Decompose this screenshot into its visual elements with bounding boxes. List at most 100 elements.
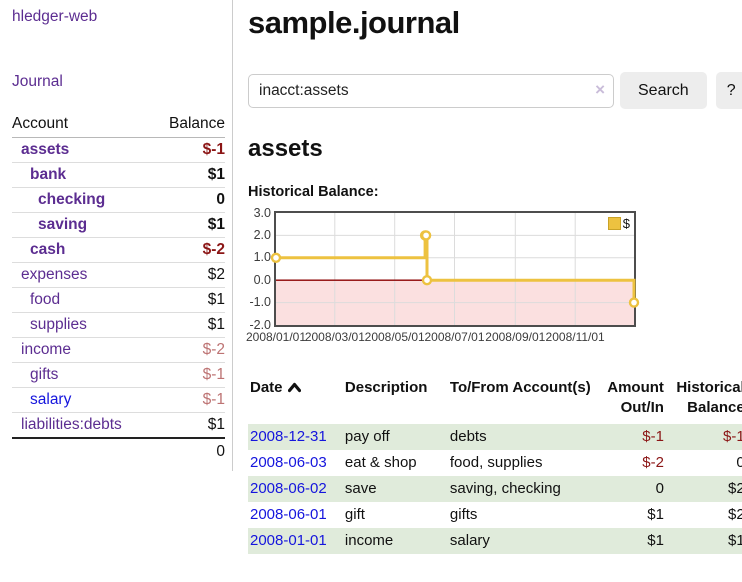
accounts-table: Account Balance assets $-1 bank $1 checking 0… bbox=[12, 113, 225, 465]
account-balance: $-1 bbox=[153, 137, 225, 163]
total-spacer bbox=[12, 437, 154, 465]
account-link-expenses[interactable]: expenses bbox=[21, 266, 88, 283]
transaction-date-link[interactable]: 2008-06-03 bbox=[250, 454, 327, 471]
account-link-bank[interactable]: bank bbox=[30, 166, 67, 183]
register-amount: 0 bbox=[655, 480, 664, 497]
register-amount: $-1 bbox=[642, 428, 664, 445]
page-title: sample.journal bbox=[248, 5, 460, 40]
account-balance: $-2 bbox=[153, 337, 225, 363]
clear-search-icon[interactable]: × bbox=[595, 79, 605, 99]
chart-canvas bbox=[270, 213, 640, 325]
account-row: checking 0 bbox=[12, 187, 225, 213]
legend-swatch-icon bbox=[607, 217, 621, 230]
x-tick-label: 2008/09/01 bbox=[485, 330, 546, 344]
search-box: × bbox=[248, 73, 614, 108]
account-balance: 0 bbox=[153, 187, 225, 213]
app-window: hledger-web Journal Account Balance asse… bbox=[0, 0, 742, 554]
sort-asc-icon bbox=[287, 379, 301, 399]
register-accounts: salary bbox=[449, 532, 490, 549]
sidebar: hledger-web Journal Account Balance asse… bbox=[0, 0, 233, 471]
register-balance: $2 bbox=[728, 480, 742, 497]
account-balance: $1 bbox=[153, 162, 225, 188]
account-row: liabilities:debts $1 bbox=[12, 413, 225, 439]
account-balance: $1 bbox=[153, 212, 225, 238]
accounts-header-balance: Balance bbox=[153, 113, 225, 138]
account-link-saving[interactable]: saving bbox=[38, 216, 88, 233]
account-balance: $2 bbox=[153, 262, 225, 288]
x-tick-label: 2008/07/01 bbox=[424, 330, 485, 344]
account-balance: $-1 bbox=[153, 362, 225, 388]
account-link-assets[interactable]: assets bbox=[21, 141, 70, 158]
register-accounts: saving, checking bbox=[449, 480, 561, 497]
account-link-liabilities-debts[interactable]: liabilities:debts bbox=[21, 416, 122, 433]
y-tick-label: 3.0 bbox=[253, 205, 271, 220]
register-accounts: debts bbox=[449, 428, 487, 445]
account-link-income[interactable]: income bbox=[21, 341, 71, 358]
transaction-date-link[interactable]: 2008-06-01 bbox=[250, 506, 327, 523]
register-row: 2008-06-01 gift gifts $1 $2 bbox=[248, 502, 742, 528]
account-row: saving $1 bbox=[12, 212, 225, 238]
account-row: bank $1 bbox=[12, 162, 225, 188]
sidebar-item-journal[interactable]: Journal bbox=[12, 73, 63, 90]
account-link-cash[interactable]: cash bbox=[30, 241, 66, 258]
account-row: food $1 bbox=[12, 287, 225, 313]
chart-title: Historical Balance: bbox=[248, 184, 379, 200]
register-header-balance: Historical Balance bbox=[676, 379, 742, 416]
register-balance: $2 bbox=[728, 506, 742, 523]
accounts-header-account: Account bbox=[12, 113, 154, 138]
register-header-amount: Amount Out/In bbox=[607, 379, 664, 416]
brand-link[interactable]: hledger-web bbox=[12, 8, 98, 25]
search-input[interactable] bbox=[248, 73, 614, 108]
register-row: 2008-06-03 eat & shop food, supplies $-2 0 bbox=[248, 450, 742, 476]
register-description: income bbox=[344, 532, 394, 549]
register-row: 2008-06-02 save saving, checking 0 $2 bbox=[248, 476, 742, 502]
account-link-checking[interactable]: checking bbox=[38, 191, 106, 208]
accounts-total-value: 0 bbox=[153, 437, 225, 465]
register-header-date[interactable]: Date bbox=[248, 376, 345, 424]
register-amount: $-2 bbox=[642, 454, 664, 471]
register-description: save bbox=[344, 480, 377, 497]
search-button[interactable]: Search bbox=[620, 72, 707, 109]
register-description: eat & shop bbox=[344, 454, 417, 471]
register-header-accounts: To/From Account(s) bbox=[449, 379, 591, 396]
account-link-food[interactable]: food bbox=[30, 291, 61, 308]
chart-legend: $ bbox=[607, 216, 630, 231]
account-link-salary[interactable]: salary bbox=[30, 391, 72, 408]
account-row: expenses $2 bbox=[12, 262, 225, 288]
account-balance: $1 bbox=[207, 416, 225, 433]
account-row: salary $-1 bbox=[12, 387, 225, 413]
account-balance: $-1 bbox=[153, 387, 225, 413]
chart-plot-area: $ bbox=[270, 211, 640, 327]
account-row: gifts $-1 bbox=[12, 362, 225, 388]
account-balance: $1 bbox=[153, 287, 225, 313]
account-link-supplies[interactable]: supplies bbox=[30, 316, 87, 333]
y-tick-label: 0.0 bbox=[253, 272, 271, 287]
account-row: supplies $1 bbox=[12, 312, 225, 338]
register-accounts: food, supplies bbox=[449, 454, 543, 471]
register-table: Date Description To/From Account(s) Amou… bbox=[248, 376, 742, 554]
legend-label: $ bbox=[622, 216, 630, 231]
account-row: income $-2 bbox=[12, 337, 225, 363]
account-row: cash $-2 bbox=[12, 237, 225, 263]
register-header-description: Description bbox=[344, 379, 428, 396]
accounts-total-row: 0 bbox=[12, 437, 225, 465]
account-row: assets $-1 bbox=[12, 137, 225, 163]
register-balance: $-1 bbox=[723, 428, 742, 445]
transaction-date-link[interactable]: 2008-01-01 bbox=[250, 532, 327, 549]
x-tick-label: 2008/05/01 bbox=[364, 330, 425, 344]
search-form: × Search ? bbox=[248, 72, 742, 109]
y-tick-label: -1.0 bbox=[249, 295, 271, 310]
register-accounts: gifts bbox=[449, 506, 478, 523]
register-amount: $1 bbox=[647, 532, 664, 549]
help-button[interactable]: ? bbox=[715, 72, 742, 109]
x-tick-label: 2008/01/01 bbox=[245, 330, 307, 344]
account-link-gifts[interactable]: gifts bbox=[30, 366, 59, 383]
register-description: pay off bbox=[344, 428, 390, 445]
register-row: 2008-01-01 income salary $1 $1 bbox=[248, 528, 742, 554]
register-balance: $1 bbox=[728, 532, 742, 549]
x-tick-label: 2008/03/01 bbox=[304, 330, 365, 344]
transaction-date-link[interactable]: 2008-12-31 bbox=[250, 428, 327, 445]
transaction-date-link[interactable]: 2008-06-02 bbox=[250, 480, 327, 497]
account-balance: $1 bbox=[153, 312, 225, 338]
y-tick-label: -2.0 bbox=[249, 317, 271, 332]
